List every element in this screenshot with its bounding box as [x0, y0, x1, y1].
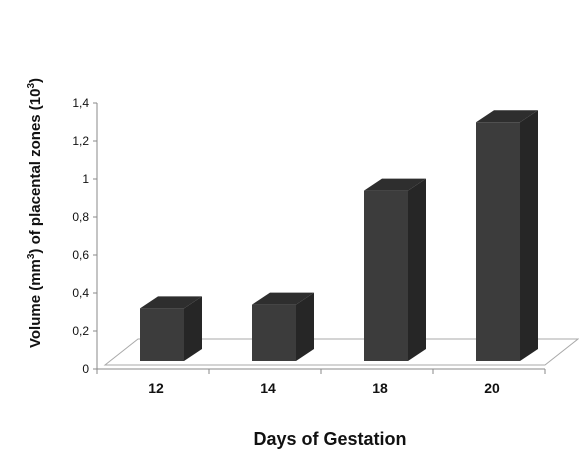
y-axis-title: Volume (mm3) of placental zones (103)	[26, 78, 44, 348]
bar-top-face	[140, 296, 202, 309]
bar-side-face	[296, 292, 314, 361]
bar-side-face	[520, 110, 538, 361]
x-tick-label: 20	[484, 380, 500, 396]
bar-side-face	[408, 178, 426, 361]
bar-front-face	[140, 308, 184, 361]
y-tick-label: 1,2	[72, 134, 89, 148]
y-tick-label: 0,4	[72, 286, 89, 300]
y-tick-label: 0,2	[72, 324, 89, 338]
floor-plane	[103, 338, 579, 366]
bar-front-face	[252, 304, 296, 361]
y-tick-label: 0,8	[72, 210, 89, 224]
x-axis-title: Days of Gestation	[253, 429, 406, 449]
bar	[252, 292, 314, 361]
chart-floor	[103, 338, 579, 366]
y-tick-label: 0	[82, 362, 89, 376]
axes	[93, 102, 546, 374]
bar-top-face	[364, 178, 426, 191]
bar-front-face	[476, 122, 520, 361]
bar-top-face	[476, 110, 538, 123]
x-tick-labels: 12 14 18 20	[148, 380, 500, 396]
x-tick-label: 18	[372, 380, 388, 396]
bars	[140, 110, 538, 361]
bar-front-face	[364, 190, 408, 361]
bar-side-face	[184, 296, 202, 361]
y-tick-label: 0,6	[72, 248, 89, 262]
y-tick-label: 1	[82, 172, 89, 186]
y-tick-labels: 0 0,2 0,4 0,6 0,8 1 1,2 1,4	[72, 96, 89, 376]
x-tick-label: 12	[148, 380, 164, 396]
bar-top-face	[252, 292, 314, 305]
y-tick-label: 1,4	[72, 96, 89, 110]
x-tick-label: 14	[260, 380, 276, 396]
bar	[476, 110, 538, 361]
bar	[364, 178, 426, 361]
bar	[140, 296, 202, 361]
